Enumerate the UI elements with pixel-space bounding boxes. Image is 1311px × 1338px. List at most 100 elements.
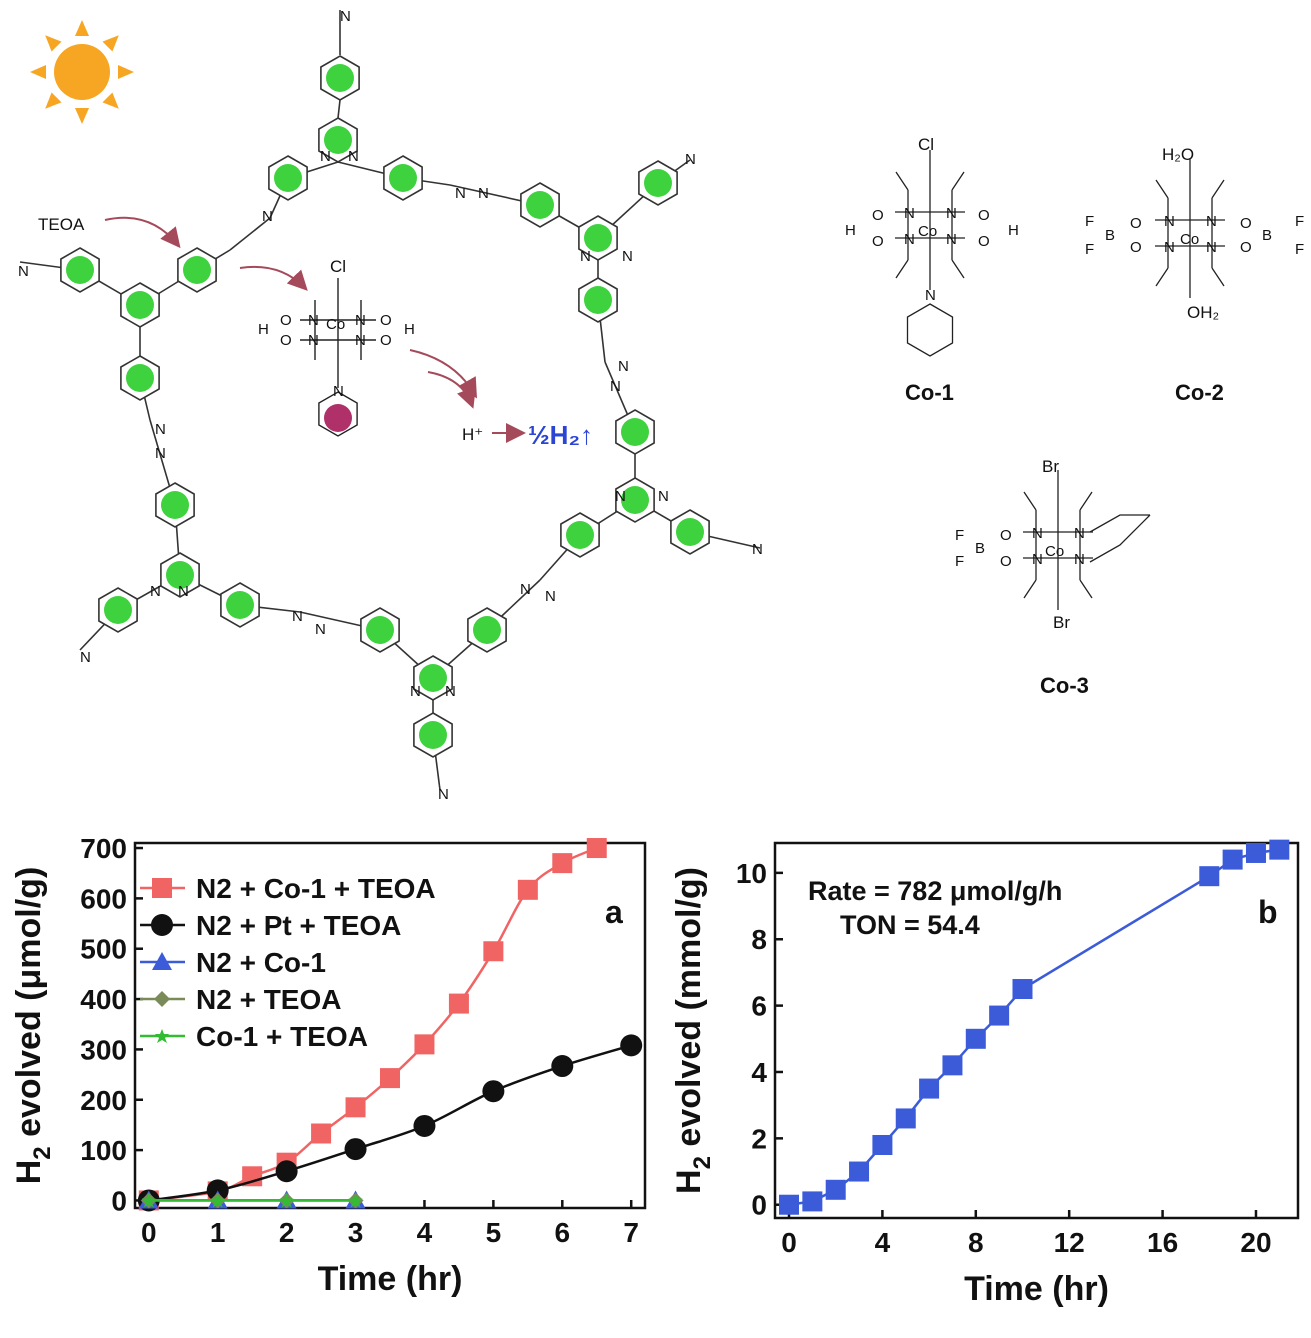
ring-fill bbox=[66, 256, 94, 284]
data-point bbox=[483, 941, 504, 962]
co1-o-label: O bbox=[872, 207, 884, 224]
data-point bbox=[448, 993, 469, 1014]
legend-item: N2 + Co-1 + TEOA bbox=[140, 873, 436, 904]
central-o-label: O bbox=[280, 312, 292, 329]
ring-fill bbox=[183, 256, 211, 284]
y-tick-label: 700 bbox=[80, 833, 127, 864]
data-point bbox=[210, 1193, 225, 1208]
co1-co-label: Co bbox=[918, 223, 937, 240]
sun-ray bbox=[45, 92, 62, 109]
panel-label: b bbox=[1258, 894, 1278, 930]
sun-ray bbox=[102, 35, 119, 52]
data-point bbox=[552, 853, 573, 874]
legend-marker bbox=[152, 952, 172, 970]
nitrogen-atom-label: N bbox=[545, 588, 556, 605]
legend-marker bbox=[154, 991, 170, 1007]
co2-name: Co-2 bbox=[1175, 380, 1224, 405]
data-point bbox=[825, 1179, 846, 1200]
nitrogen-atom-label: N bbox=[292, 608, 303, 625]
data-point bbox=[965, 1028, 986, 1049]
co3-br-bottom-label: Br bbox=[1053, 613, 1070, 632]
ligand-n-label: N bbox=[1164, 239, 1175, 256]
ligand-n-label: N bbox=[1074, 551, 1085, 568]
co1-o-label: O bbox=[978, 233, 990, 250]
legend-label: N2 + Co-1 bbox=[196, 947, 326, 978]
data-point bbox=[414, 1034, 435, 1055]
y-tick-label: 400 bbox=[80, 984, 127, 1015]
data-point bbox=[895, 1108, 916, 1129]
ligand-n-label: N bbox=[1164, 213, 1175, 230]
ligand-n-label: N bbox=[1206, 213, 1217, 230]
ring-fill bbox=[419, 664, 447, 692]
ring-fill bbox=[274, 164, 302, 192]
data-point bbox=[779, 1194, 800, 1215]
x-tick-label: 3 bbox=[348, 1217, 364, 1248]
co3-b-label: B bbox=[975, 540, 985, 557]
co2-o-label: O bbox=[1240, 239, 1252, 256]
sun-ray bbox=[45, 35, 62, 52]
nitrogen-atom-label: N bbox=[80, 649, 91, 666]
data-point bbox=[872, 1134, 893, 1155]
co2-f-label: F bbox=[1295, 213, 1304, 230]
nitrogen-atom-label: N bbox=[320, 148, 331, 165]
ligand-n-label: N bbox=[1206, 239, 1217, 256]
x-tick-label: 16 bbox=[1147, 1227, 1178, 1258]
ring-fill bbox=[104, 596, 132, 624]
co3-f-label: F bbox=[955, 553, 964, 570]
ring-fill bbox=[366, 616, 394, 644]
ligand-n-label: N bbox=[904, 205, 915, 222]
data-point bbox=[620, 1034, 643, 1057]
teoa-label: TEOA bbox=[38, 215, 85, 234]
data-point bbox=[413, 1114, 436, 1137]
co2-b-label: B bbox=[1105, 227, 1115, 244]
data-point bbox=[802, 1191, 823, 1212]
data-point bbox=[1245, 842, 1266, 863]
y-axis-title: H2 evolved (mmol/g) bbox=[670, 867, 716, 1194]
electron-arrow-out-2 bbox=[427, 371, 476, 409]
central-co1-complex: N NN NNO OO O Cl Co H H bbox=[258, 257, 415, 437]
sun-icon bbox=[30, 20, 134, 124]
series-1 bbox=[137, 1034, 643, 1212]
co1-pyridine-ring bbox=[906, 303, 954, 357]
nitrogen-atom-label: N bbox=[178, 583, 189, 600]
ring-fill bbox=[473, 616, 501, 644]
nitrogen-atom-label: N bbox=[615, 488, 626, 505]
legend-marker bbox=[152, 878, 172, 898]
plot-frame bbox=[133, 841, 647, 1210]
co2-f-label: F bbox=[1085, 241, 1094, 258]
data-point bbox=[517, 879, 538, 900]
nitrogen-atom-label: N bbox=[622, 248, 633, 265]
co3-f-label: F bbox=[955, 527, 964, 544]
co3-name: Co-3 bbox=[1040, 673, 1089, 698]
nitrogen-atom-label: N bbox=[610, 378, 621, 395]
legend-marker bbox=[151, 914, 173, 936]
data-point bbox=[344, 1138, 367, 1161]
data-point bbox=[1199, 866, 1220, 887]
x-tick-label: 7 bbox=[623, 1217, 639, 1248]
data-point bbox=[551, 1055, 574, 1078]
nitrogen-atom-label: N bbox=[18, 263, 29, 280]
co1-name: Co-1 bbox=[905, 380, 954, 405]
rate-annotation: Rate = 782 μmol/g/h bbox=[808, 876, 1062, 906]
data-point bbox=[942, 1055, 963, 1076]
plot-frame bbox=[773, 841, 1300, 1220]
data-point bbox=[275, 1160, 298, 1183]
ligand-n-label: N bbox=[946, 205, 957, 222]
central-n-label: N bbox=[308, 332, 319, 349]
series-4 bbox=[141, 1193, 363, 1208]
nitrogen-atom-label: N bbox=[445, 683, 456, 700]
legend-label: Co-1 + TEOA bbox=[196, 1021, 368, 1052]
nitrogen-atom-label: N bbox=[155, 421, 166, 438]
x-tick-label: 6 bbox=[555, 1217, 571, 1248]
y-tick-label: 0 bbox=[751, 1190, 767, 1221]
co3-br-top-label: Br bbox=[1042, 457, 1059, 476]
ring-fill bbox=[326, 64, 354, 92]
central-n-label: N bbox=[355, 332, 366, 349]
data-point bbox=[380, 1068, 400, 1089]
x-tick-label: 5 bbox=[486, 1217, 502, 1248]
